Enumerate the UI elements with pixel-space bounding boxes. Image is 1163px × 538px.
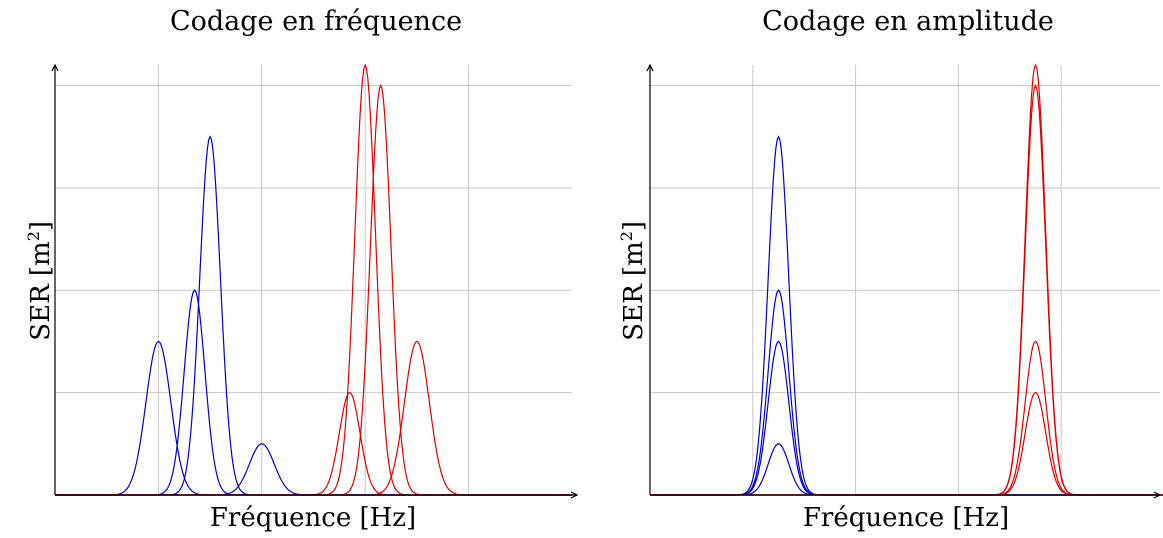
right-series-red-5	[650, 340, 1163, 496]
right-x-axis-arrow	[1153, 491, 1162, 499]
left-series-red-5	[55, 63, 572, 496]
left-series-blue-0	[55, 340, 572, 496]
right-y-axis-label: SER [m2]	[617, 220, 649, 341]
right-y-axis-arrow	[646, 63, 654, 72]
left-series-blue-3	[55, 443, 572, 496]
left-chart-title: Codage en fréquence	[169, 6, 463, 37]
left-x-axis-arrow	[570, 491, 579, 499]
left-x-axis-label: Fréquence [Hz]	[209, 503, 417, 533]
right-series-blue-3	[650, 135, 1163, 496]
right-chart-title: Codage en amplitude	[762, 6, 1054, 37]
right-series-blue-0	[650, 443, 1163, 496]
right-x-axis-label: Fréquence [Hz]	[802, 503, 1010, 533]
left-series-red-4	[55, 391, 572, 496]
left-y-axis-arrow	[51, 63, 59, 72]
left-y-axis-label: SER [m2]	[24, 220, 56, 341]
left-series-red-7	[55, 340, 572, 496]
right-series-red-4	[650, 391, 1163, 496]
left-series-blue-2	[55, 135, 572, 496]
right-series-red-7	[650, 63, 1163, 496]
right-series-blue-1	[650, 340, 1163, 496]
